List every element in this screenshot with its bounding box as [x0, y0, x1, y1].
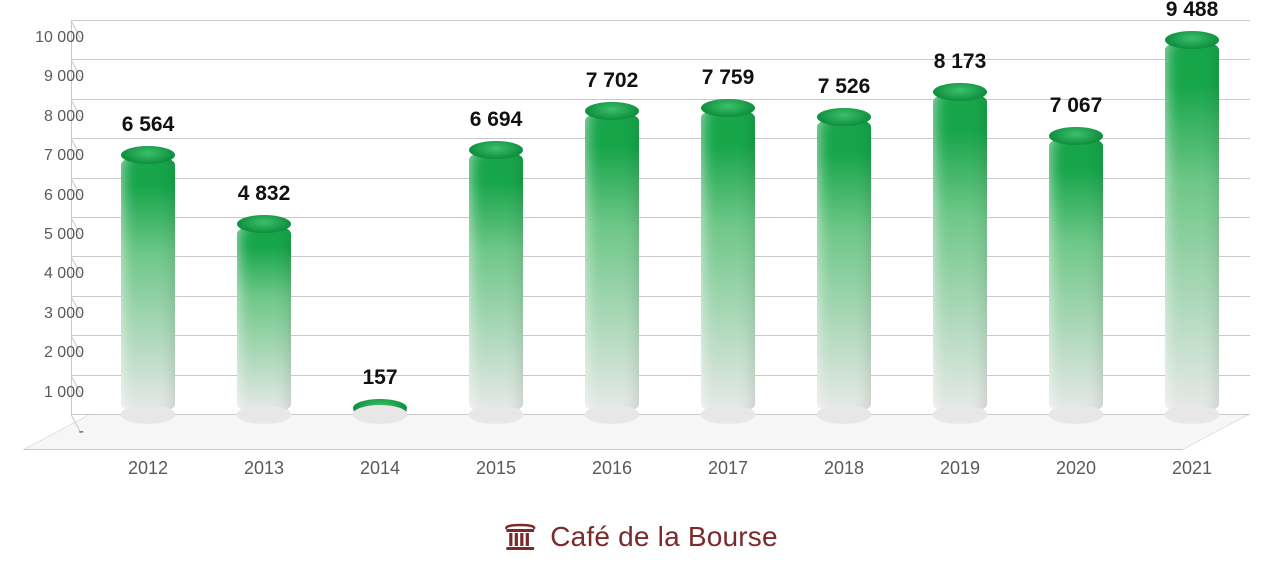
value-label: 7 067 — [1050, 94, 1103, 118]
value-label: 7 526 — [818, 75, 871, 99]
plot-area: -1 0002 0003 0004 0005 0006 0007 0008 00… — [90, 20, 1250, 450]
bar: 4 832 — [237, 224, 291, 414]
y-tick-label: 4 000 — [44, 265, 84, 283]
y-tick-label: - — [79, 423, 84, 441]
y-tick-label: 8 000 — [44, 108, 84, 126]
x-tick-label: 2017 — [708, 458, 748, 479]
y-tick-label: 6 000 — [44, 187, 84, 205]
x-tick-label: 2018 — [824, 458, 864, 479]
x-tick-label: 2021 — [1172, 458, 1212, 479]
bar-slot: 7 0672020 — [1018, 20, 1134, 414]
value-label: 7 759 — [702, 66, 755, 90]
bar: 6 564 — [121, 155, 175, 414]
x-tick-label: 2016 — [592, 458, 632, 479]
value-label: 9 488 — [1166, 0, 1219, 22]
y-tick-label: 7 000 — [44, 147, 84, 165]
bar-slot: 8 1732019 — [902, 20, 1018, 414]
bar: 6 694 — [469, 150, 523, 414]
y-tick-label: 1 000 — [44, 384, 84, 402]
bar-slot: 6 6942015 — [438, 20, 554, 414]
value-label: 8 173 — [934, 50, 987, 74]
bar: 157 — [353, 408, 407, 414]
x-tick-label: 2013 — [244, 458, 284, 479]
bar-chart: - 1 000 2 000 3 000 4 000 5 000 6 000 7 000 8 00… — [20, 10, 1260, 500]
y-tick-label: 3 000 — [44, 305, 84, 323]
bar-slot: 7 7022016 — [554, 20, 670, 414]
value-label: 7 702 — [586, 69, 639, 93]
bar-slot: 1572014 — [322, 20, 438, 414]
x-tick-label: 2020 — [1056, 458, 1096, 479]
x-tick-label: 2019 — [940, 458, 980, 479]
brand-text: Café de la Bourse — [550, 521, 778, 553]
bars-container: 6 56420124 832201315720146 69420157 7022… — [90, 20, 1250, 414]
y-tick-label: 2 000 — [44, 344, 84, 362]
x-tick-label: 2014 — [360, 458, 400, 479]
value-label: 6 564 — [122, 113, 175, 137]
y-tick-label: 9 000 — [44, 68, 84, 86]
bar-slot: 7 7592017 — [670, 20, 786, 414]
bar-slot: 7 5262018 — [786, 20, 902, 414]
bar: 7 067 — [1049, 136, 1103, 414]
value-label: 4 832 — [238, 182, 291, 206]
value-label: 6 694 — [470, 108, 523, 132]
x-tick-label: 2012 — [128, 458, 168, 479]
bar: 8 173 — [933, 92, 987, 414]
bar: 9 488 — [1165, 40, 1219, 414]
value-label: 157 — [362, 366, 397, 390]
x-tick-label: 2015 — [476, 458, 516, 479]
y-tick-label: 5 000 — [44, 226, 84, 244]
bar-slot: 4 8322013 — [206, 20, 322, 414]
colonnade-icon — [502, 520, 538, 554]
bar: 7 759 — [701, 108, 755, 414]
y-tick-label: 10 000 — [35, 29, 84, 47]
bar-slot: 9 4882021 — [1134, 20, 1250, 414]
bar: 7 702 — [585, 111, 639, 414]
bar-slot: 6 5642012 — [90, 20, 206, 414]
brand: Café de la Bourse — [502, 520, 778, 554]
bar: 7 526 — [817, 117, 871, 414]
